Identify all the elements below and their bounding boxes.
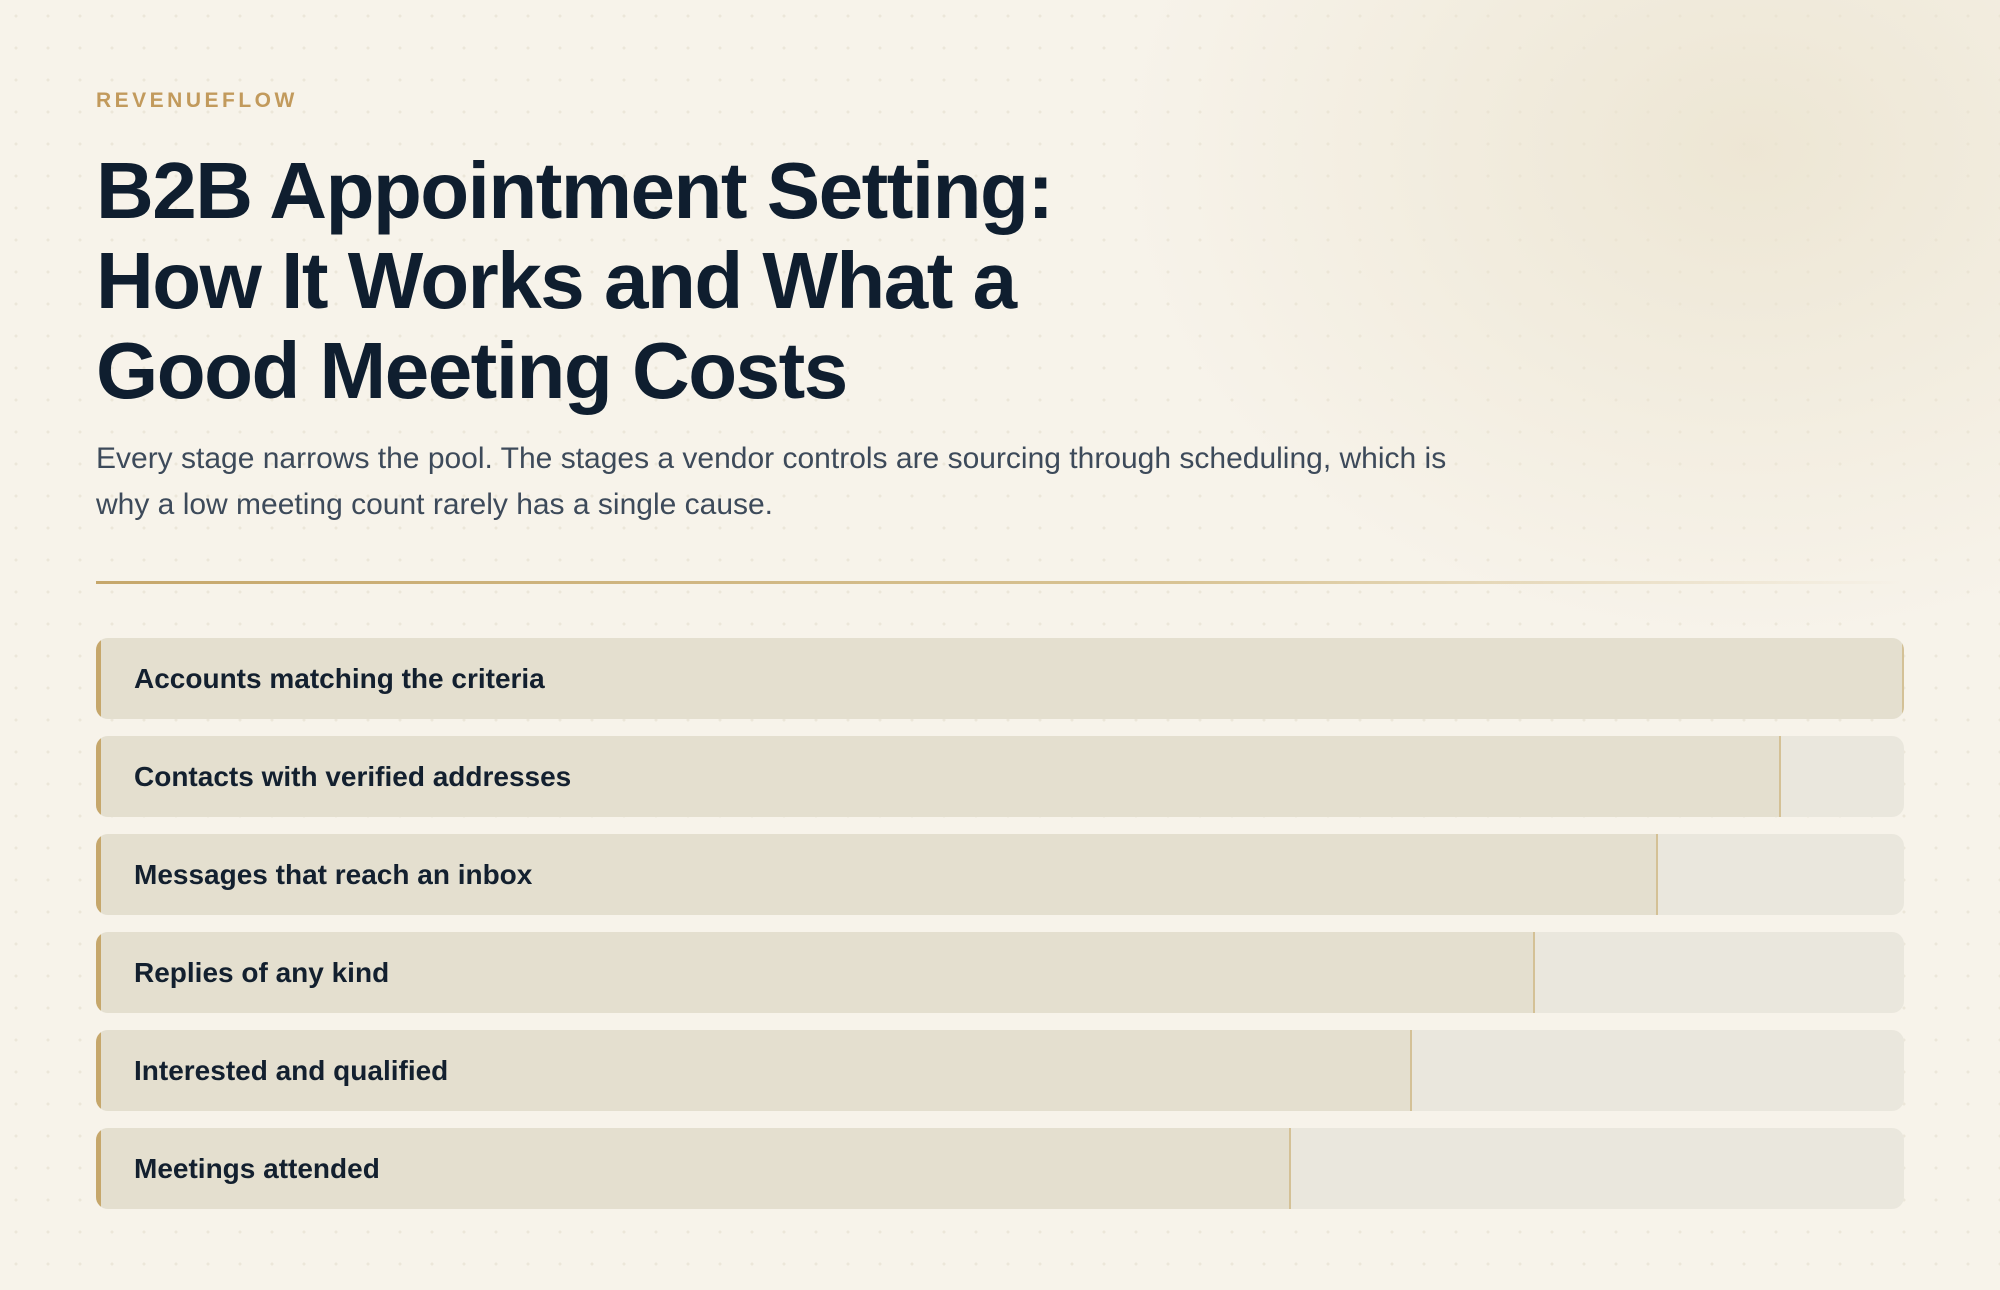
funnel-stage: Accounts matching the criteria bbox=[96, 638, 1904, 719]
stage-accent-bar bbox=[96, 1030, 101, 1111]
stage-label: Replies of any kind bbox=[134, 957, 390, 988]
funnel-stage: Meetings attended bbox=[96, 1128, 1904, 1209]
brand-label: REVENUEFLOW bbox=[96, 89, 298, 112]
funnel-stage: Messages that reach an inbox bbox=[96, 834, 1904, 915]
stage-bar-fill bbox=[96, 1128, 1292, 1209]
stage-bar-fill bbox=[96, 638, 1904, 719]
stage-label: Accounts matching the criteria bbox=[134, 663, 545, 694]
stage-bar-fill bbox=[96, 834, 1659, 915]
funnel-stage: Interested and qualified bbox=[96, 1030, 1904, 1111]
stage-bar-fill bbox=[96, 1030, 1413, 1111]
divider bbox=[96, 581, 1904, 584]
stage-label: Contacts with verified addresses bbox=[134, 761, 572, 792]
funnel-stage: Replies of any kind bbox=[96, 932, 1904, 1013]
stage-label: Interested and qualified bbox=[134, 1055, 449, 1086]
page-subtitle: Every stage narrows the pool. The stages… bbox=[96, 442, 1447, 521]
funnel-chart: Accounts matching the criteria Contacts … bbox=[96, 638, 1904, 1226]
title-line: B2B Appointment Setting: bbox=[96, 146, 1054, 235]
stage-accent-bar bbox=[96, 932, 101, 1013]
stage-bar-fill bbox=[96, 932, 1536, 1013]
stage-accent-bar bbox=[96, 638, 101, 719]
title-line: Good Meeting Costs bbox=[96, 326, 848, 415]
page-title: B2B Appointment Setting: How It Works an… bbox=[96, 146, 1296, 416]
stage-bar-fill bbox=[96, 736, 1782, 817]
stage-label: Messages that reach an inbox bbox=[134, 859, 533, 890]
stage-accent-bar bbox=[96, 834, 101, 915]
stage-label: Meetings attended bbox=[134, 1153, 380, 1184]
stage-accent-bar bbox=[96, 1128, 101, 1209]
funnel-stage: Contacts with verified addresses bbox=[96, 736, 1904, 817]
title-line: How It Works and What a bbox=[96, 236, 1017, 325]
stage-accent-bar bbox=[96, 736, 101, 817]
